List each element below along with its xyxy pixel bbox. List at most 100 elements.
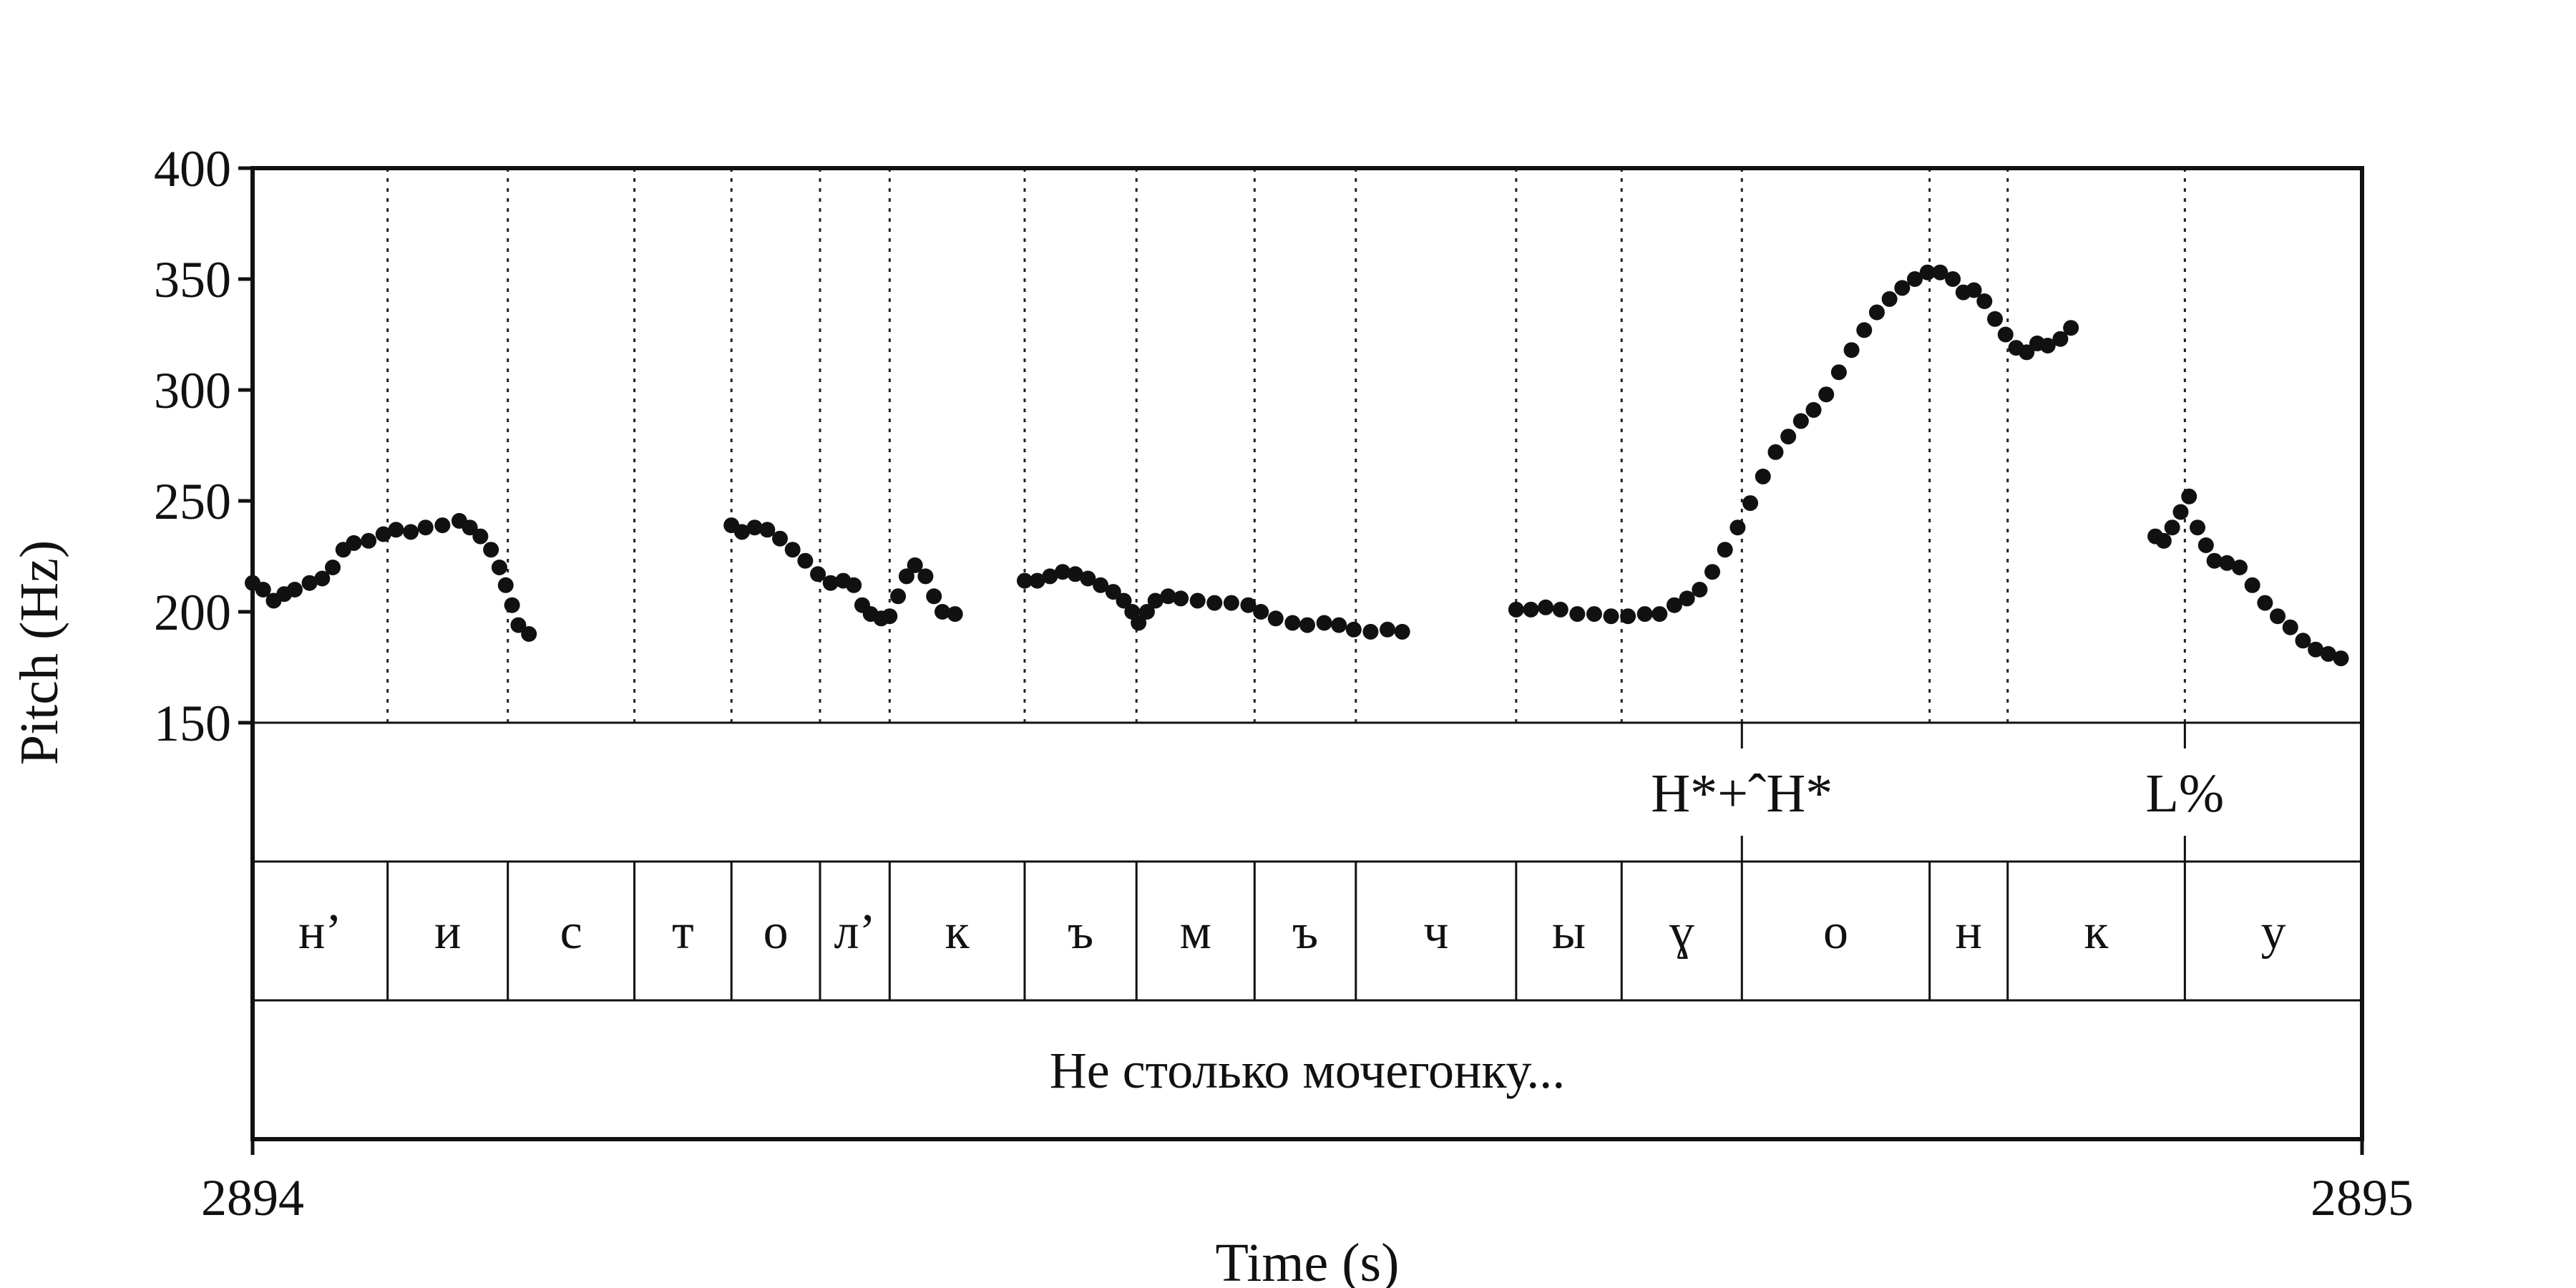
word-label: Не столько мочегонку... — [1050, 1042, 1565, 1099]
pitch-point — [1792, 413, 1809, 429]
pitch-point — [1394, 623, 1410, 640]
pitch-point — [1189, 592, 1206, 609]
pitch-point — [1042, 568, 1058, 585]
pitch-point — [403, 524, 419, 540]
pitch-point — [907, 557, 923, 573]
pitch-point — [1843, 342, 1860, 358]
pitch-point — [1055, 564, 1071, 580]
pitch-point — [2295, 633, 2311, 649]
pitch-point — [1569, 606, 1586, 623]
pitch-point — [1603, 608, 1619, 625]
pitch-point — [1868, 304, 1885, 321]
pitch-point — [1620, 608, 1636, 625]
pitch-point — [521, 626, 537, 642]
pitch-point — [846, 577, 862, 593]
x-tick-label: 2894 — [201, 1169, 304, 1226]
pitch-point — [1856, 322, 1873, 338]
pitch-point — [882, 608, 898, 625]
segment-label: у — [2261, 904, 2286, 960]
pitch-point — [2270, 608, 2286, 625]
pitch-point — [1692, 582, 1708, 597]
pitch-point — [491, 560, 507, 575]
pitch-point — [462, 519, 478, 536]
pitch-point — [772, 530, 788, 547]
pitch-point — [504, 597, 520, 613]
pitch-point — [2308, 641, 2324, 658]
pitch-point — [2063, 320, 2079, 336]
pitch-point — [934, 604, 950, 620]
pitch-point — [2052, 331, 2069, 347]
y-tick-label: 150 — [154, 695, 231, 752]
pitch-point — [2181, 488, 2197, 504]
pitch-point — [1223, 595, 1239, 611]
pitch-point — [1717, 542, 1733, 558]
pitch-point — [361, 532, 377, 549]
pitch-point — [1331, 617, 1347, 633]
segment-label: н’ — [298, 904, 342, 960]
pitch-point — [1080, 570, 1096, 587]
pitch-point — [1966, 282, 1982, 298]
pitch-point — [1206, 595, 1223, 611]
pitch-point — [2164, 519, 2180, 536]
pitch-point — [947, 606, 963, 623]
pitch-point — [1523, 601, 1539, 618]
pitch-point — [1666, 597, 1682, 613]
segment-label: о — [763, 904, 789, 960]
pitch-point — [1755, 468, 1771, 484]
pitch-point — [2172, 504, 2189, 520]
pitch-point — [1105, 584, 1121, 600]
pitch-point — [1093, 577, 1109, 593]
pitch-point — [375, 526, 391, 542]
pitch-point — [2206, 552, 2223, 569]
pitch-point — [1345, 621, 1362, 638]
pitch-point — [917, 568, 934, 585]
pitch-point — [1907, 271, 1923, 287]
pitch-point — [1538, 599, 1554, 615]
pitch-point — [1016, 572, 1033, 589]
pitch-point — [2244, 577, 2260, 593]
plot-border — [250, 166, 2364, 1141]
pitch-point — [2282, 619, 2298, 635]
pitch-point — [2039, 338, 2056, 353]
pitch-track — [245, 264, 2349, 667]
pitch-point — [1362, 623, 1379, 640]
segment-label: ч — [1423, 904, 1448, 960]
pitch-point — [2232, 560, 2248, 575]
tone-label: H*+ˆH* — [1651, 763, 1833, 824]
pitch-point — [325, 560, 341, 575]
pitch-point — [2219, 555, 2235, 571]
pitch-point — [1316, 615, 1332, 631]
segment-label: ъ — [1068, 904, 1093, 960]
pitch-point — [2155, 532, 2172, 549]
segment-label: т — [672, 904, 694, 960]
pitch-point — [1380, 621, 1396, 638]
pitch-point — [472, 528, 489, 545]
pitch-point — [1805, 401, 1822, 418]
pitch-point — [314, 570, 331, 587]
pitch-point — [1767, 444, 1784, 460]
pitch-point — [1552, 601, 1568, 618]
pitch-point — [1945, 271, 1961, 287]
pitch-point — [286, 582, 303, 597]
segment-label: к — [945, 904, 970, 960]
pitch-point — [1636, 606, 1653, 623]
pitch-point — [1586, 606, 1602, 623]
tone-label: L% — [2146, 763, 2225, 824]
pitch-point — [1131, 615, 1147, 631]
segment-label: м — [1180, 904, 1211, 960]
x-axis-title: Time (s) — [1216, 1233, 1400, 1288]
pitch-point — [1299, 617, 1315, 633]
pitch-point — [483, 542, 499, 558]
pitch-point — [497, 577, 514, 593]
chart-frame — [250, 166, 2364, 1141]
y-axis-title: Pitch (Hz) — [9, 540, 69, 765]
pitch-point — [759, 522, 776, 538]
segment-label: о — [1823, 904, 1848, 960]
pitch-point — [1679, 590, 1695, 607]
pitch-point — [417, 519, 434, 536]
pitch-point — [1894, 280, 1911, 296]
pitch-point — [1173, 590, 1189, 607]
pitch-point — [890, 588, 907, 605]
pitch-point — [1932, 264, 1948, 280]
